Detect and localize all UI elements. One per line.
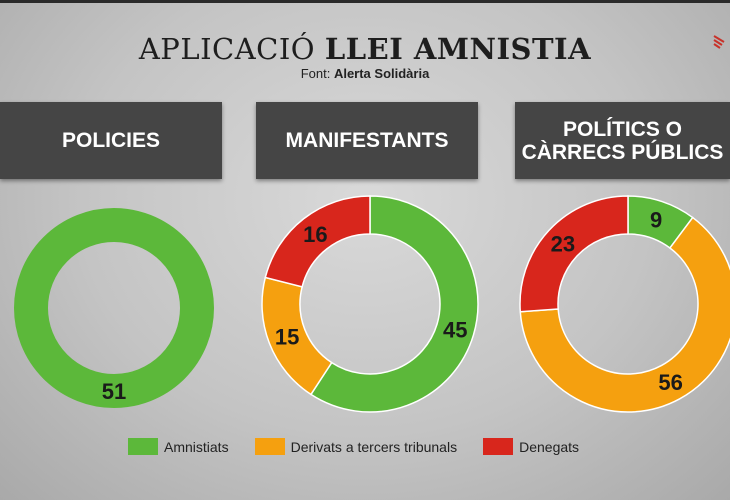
legend-label: Derivats a tercers tribunals	[290, 438, 458, 455]
legend-item: Derivats a tercers tribunals	[254, 438, 458, 455]
legend-item: Amnistiats	[128, 438, 229, 455]
channel-logo	[713, 35, 725, 49]
donut-slice	[14, 208, 214, 408]
legend-label: Amnistiats	[164, 438, 229, 455]
data-label: 15	[275, 324, 299, 349]
source: Font: Alerta Solidària	[300, 66, 430, 81]
top-bar	[0, 0, 730, 3]
header-politics: POLÍTICS O CÀRRECS PÚBLICS	[515, 102, 730, 179]
data-label: 9	[650, 208, 662, 233]
data-label: 45	[443, 317, 467, 342]
page-title: APLICACIÓ LLEI AMNISTIA	[138, 32, 592, 66]
donut-slice	[309, 195, 479, 413]
donut-slice	[519, 216, 730, 413]
data-label: 23	[551, 231, 575, 256]
data-label: 16	[303, 222, 327, 247]
header-policies: POLICIES	[0, 102, 222, 179]
header-manifestants: MANIFESTANTS	[256, 102, 478, 179]
legend-swatch	[254, 438, 285, 455]
data-label: 56	[658, 370, 682, 395]
legend-label: Denegats	[519, 438, 580, 455]
data-label: 51	[102, 379, 126, 404]
donut-slice	[519, 195, 629, 313]
legend-swatch	[483, 438, 514, 455]
legend-swatch	[128, 438, 158, 455]
donut-slice	[264, 195, 371, 288]
legend-item: Denegats	[483, 438, 579, 455]
legend: Amnistiats Derivats a tercers tribunals …	[128, 438, 605, 455]
